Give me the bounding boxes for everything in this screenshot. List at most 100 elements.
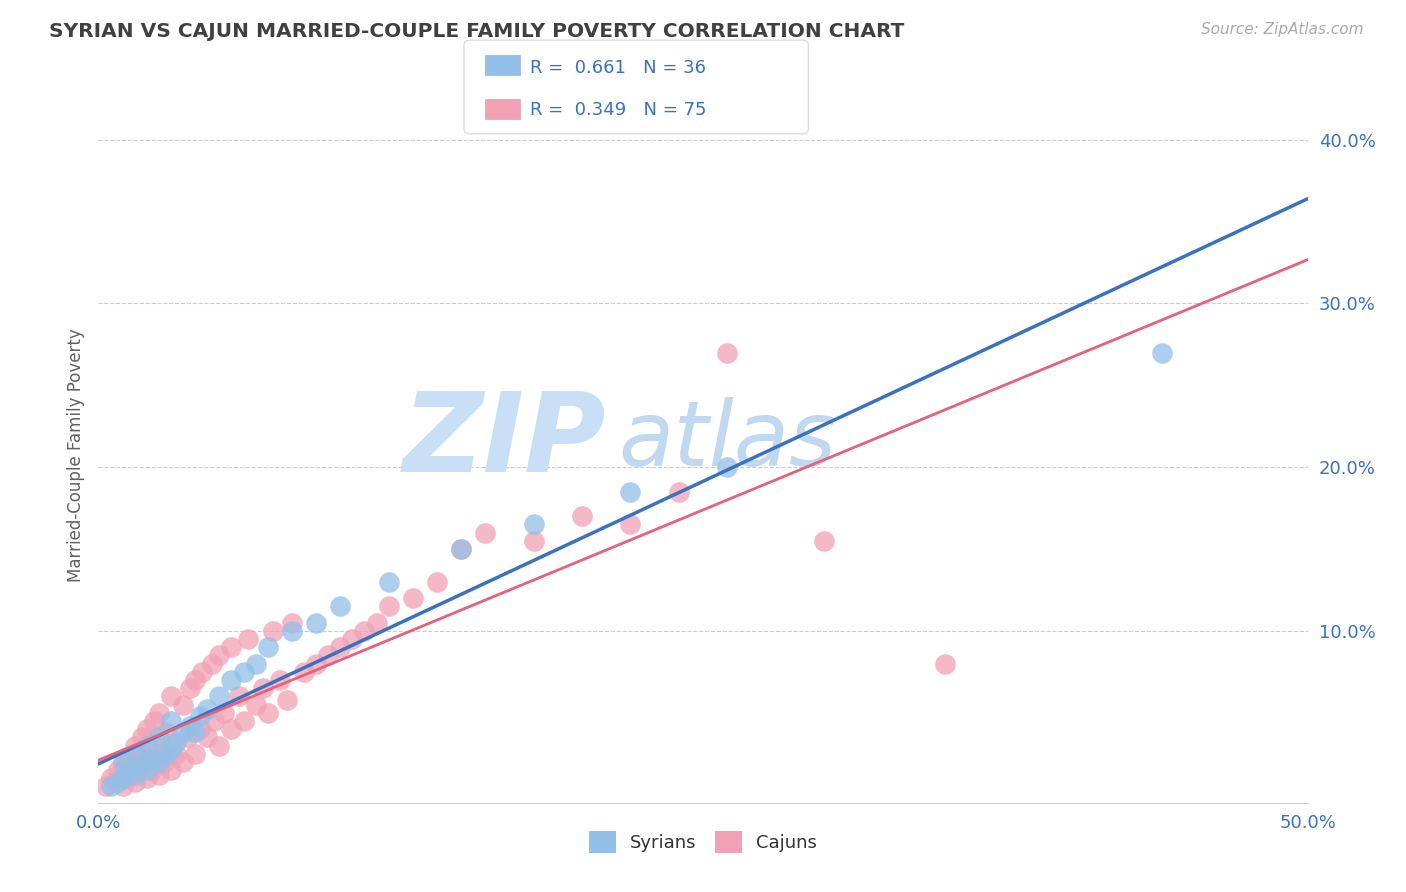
Point xyxy=(329,640,352,655)
Point xyxy=(188,722,211,736)
Point xyxy=(668,484,690,499)
Point xyxy=(256,640,278,655)
Legend: Syrians, Cajuns: Syrians, Cajuns xyxy=(582,823,824,860)
Point xyxy=(934,657,956,671)
Point xyxy=(353,624,375,638)
Point xyxy=(184,673,207,687)
Point xyxy=(221,722,243,736)
Point xyxy=(276,692,298,706)
Text: R =  0.661   N = 36: R = 0.661 N = 36 xyxy=(530,59,706,77)
Point xyxy=(117,751,139,765)
Point xyxy=(160,690,183,704)
Point xyxy=(238,632,260,646)
Point xyxy=(155,747,177,761)
Point xyxy=(124,755,146,769)
Point xyxy=(107,763,129,777)
Point xyxy=(426,574,449,589)
Point xyxy=(111,771,134,785)
Point xyxy=(100,771,122,785)
Point xyxy=(117,771,139,785)
Point xyxy=(221,640,243,655)
Point xyxy=(232,665,254,679)
Point xyxy=(131,747,153,761)
Point xyxy=(172,698,194,712)
Point xyxy=(172,725,194,739)
Point xyxy=(377,599,399,614)
Point xyxy=(716,460,738,475)
Point xyxy=(111,755,134,769)
Point xyxy=(716,345,738,359)
Point xyxy=(208,648,231,663)
Point xyxy=(377,574,399,589)
Text: atlas: atlas xyxy=(619,397,837,485)
Point xyxy=(124,774,146,789)
Point xyxy=(141,739,163,753)
Point xyxy=(366,615,388,630)
Text: SYRIAN VS CAJUN MARRIED-COUPLE FAMILY POVERTY CORRELATION CHART: SYRIAN VS CAJUN MARRIED-COUPLE FAMILY PO… xyxy=(49,22,904,41)
Point xyxy=(201,657,224,671)
Point xyxy=(179,681,201,696)
Point xyxy=(450,542,472,557)
Point xyxy=(148,706,170,720)
Point xyxy=(402,591,425,606)
Point xyxy=(281,615,304,630)
Point xyxy=(131,731,153,745)
Point xyxy=(107,774,129,789)
Point xyxy=(152,755,174,769)
Point xyxy=(204,714,226,728)
Point xyxy=(135,755,157,769)
Point xyxy=(165,735,187,749)
Point xyxy=(135,722,157,736)
Point xyxy=(135,771,157,785)
Point xyxy=(474,525,496,540)
Point xyxy=(292,665,315,679)
Point xyxy=(124,739,146,753)
Point xyxy=(305,657,328,671)
Point xyxy=(245,657,267,671)
Point xyxy=(104,774,127,789)
Point xyxy=(188,709,211,723)
Point xyxy=(191,665,214,679)
Text: ZIP: ZIP xyxy=(402,387,606,494)
Point xyxy=(221,673,243,687)
Point xyxy=(148,768,170,782)
Point xyxy=(179,719,201,733)
Point xyxy=(135,739,157,753)
Point xyxy=(281,624,304,638)
Point xyxy=(172,755,194,769)
Point xyxy=(228,690,250,704)
Point xyxy=(135,763,157,777)
Point xyxy=(571,509,593,524)
Point xyxy=(160,739,183,753)
Point xyxy=(148,755,170,769)
Point xyxy=(100,780,122,794)
Point xyxy=(256,706,278,720)
Point xyxy=(131,758,153,772)
Point xyxy=(184,725,207,739)
Point xyxy=(208,739,231,753)
Point xyxy=(450,542,472,557)
Point xyxy=(111,758,134,772)
Point xyxy=(619,517,641,532)
Point xyxy=(329,599,352,614)
Point xyxy=(1152,345,1174,359)
Point xyxy=(148,731,170,745)
Point xyxy=(269,673,291,687)
Point xyxy=(212,706,235,720)
Point xyxy=(232,714,254,728)
Point xyxy=(195,702,218,716)
Point xyxy=(813,533,835,548)
Point xyxy=(165,747,187,761)
Text: R =  0.349   N = 75: R = 0.349 N = 75 xyxy=(530,101,707,119)
Point xyxy=(523,533,546,548)
Point xyxy=(94,780,117,794)
Point xyxy=(252,681,274,696)
Point xyxy=(124,747,146,761)
Point xyxy=(342,632,364,646)
Point xyxy=(177,731,200,745)
Point xyxy=(124,768,146,782)
Point xyxy=(619,484,641,499)
Point xyxy=(148,747,170,761)
Text: Source: ZipAtlas.com: Source: ZipAtlas.com xyxy=(1201,22,1364,37)
Point xyxy=(117,763,139,777)
